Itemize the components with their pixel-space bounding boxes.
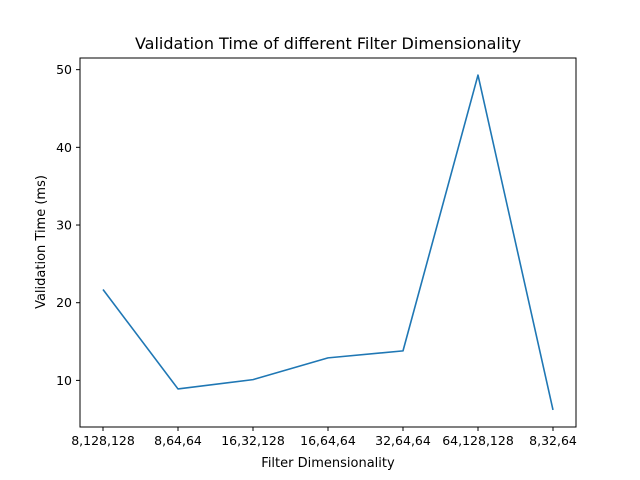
y-tick-label: 20 bbox=[56, 295, 72, 310]
y-tick-label: 30 bbox=[56, 218, 72, 233]
x-tick-label: 8,32,64 bbox=[529, 433, 577, 448]
y-axis-label: Validation Time (ms) bbox=[34, 175, 49, 309]
x-tick-label: 16,64,64 bbox=[300, 433, 356, 448]
y-tick-label: 40 bbox=[56, 140, 72, 155]
x-tick-label: 8,64,64 bbox=[154, 433, 202, 448]
x-tick-label: 16,32,128 bbox=[221, 433, 285, 448]
series-line bbox=[102, 74, 554, 411]
x-tick-label: 32,64,64 bbox=[375, 433, 431, 448]
x-tick-label: 8,128,128 bbox=[71, 433, 135, 448]
x-axis: 8,128,128 8,64,64 16,32,128 16,64,64 32,64,6… bbox=[71, 427, 577, 448]
x-axis-label: Filter Dimensionality bbox=[261, 456, 395, 471]
y-tick-label: 10 bbox=[56, 373, 72, 388]
y-axis: 10 20 30 40 50 bbox=[56, 62, 80, 388]
chart-title: Validation Time of different Filter Dime… bbox=[135, 34, 521, 53]
x-tick-label: 64,128,128 bbox=[442, 433, 514, 448]
y-tick-label: 50 bbox=[56, 62, 72, 77]
